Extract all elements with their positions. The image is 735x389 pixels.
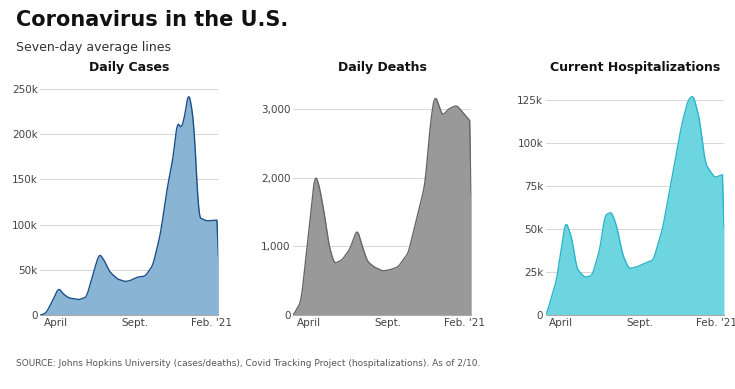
Text: Coronavirus in the U.S.: Coronavirus in the U.S. (16, 10, 288, 30)
Text: SOURCE: Johns Hopkins University (cases/deaths), Covid Tracking Project (hospita: SOURCE: Johns Hopkins University (cases/… (16, 359, 481, 368)
Title: Daily Cases: Daily Cases (89, 61, 170, 74)
Title: Current Hospitalizations: Current Hospitalizations (550, 61, 720, 74)
Text: Seven-day average lines: Seven-day average lines (16, 41, 171, 54)
Title: Daily Deaths: Daily Deaths (338, 61, 426, 74)
